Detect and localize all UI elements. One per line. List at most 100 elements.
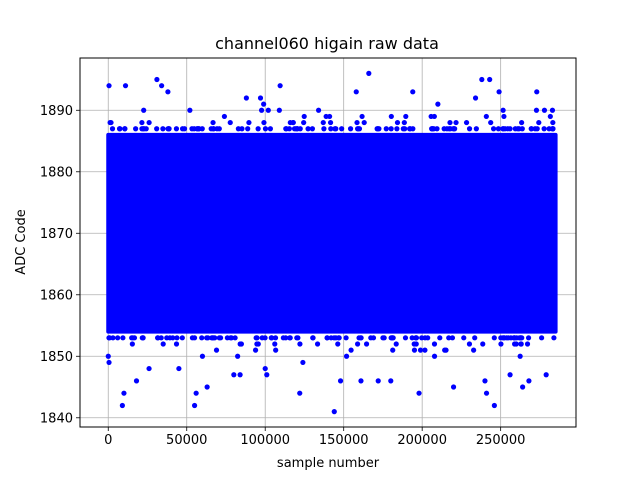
data-point bbox=[431, 113, 437, 120]
data-point bbox=[286, 126, 292, 132]
data-point bbox=[517, 353, 523, 359]
outlier-point bbox=[366, 70, 372, 76]
outlier-point bbox=[375, 378, 381, 384]
data-point bbox=[232, 335, 238, 341]
data-point bbox=[501, 113, 507, 120]
outlier-point bbox=[133, 378, 140, 384]
data-point bbox=[295, 335, 301, 341]
data-point bbox=[164, 335, 170, 341]
data-point bbox=[146, 119, 152, 126]
outlier-point bbox=[331, 409, 337, 415]
outlier-point bbox=[243, 95, 249, 101]
outlier-point bbox=[388, 378, 394, 384]
data-point bbox=[245, 126, 251, 132]
data-point bbox=[224, 335, 230, 341]
data-point bbox=[347, 126, 354, 132]
data-point bbox=[471, 347, 477, 353]
data-point bbox=[551, 335, 557, 341]
outlier-point bbox=[122, 83, 129, 89]
data-point bbox=[390, 347, 396, 353]
data-point bbox=[246, 119, 252, 126]
data-point bbox=[254, 341, 260, 347]
data-point bbox=[370, 335, 377, 341]
data-point bbox=[165, 126, 171, 132]
data-point bbox=[400, 126, 406, 132]
outlier-point bbox=[264, 372, 270, 378]
data-point bbox=[120, 335, 126, 341]
data-point bbox=[321, 126, 327, 132]
data-point bbox=[356, 126, 363, 132]
data-point bbox=[255, 126, 261, 132]
data-point bbox=[437, 335, 443, 341]
data-point bbox=[446, 335, 452, 341]
data-point bbox=[173, 126, 180, 132]
data-point bbox=[309, 126, 316, 132]
data-point bbox=[539, 335, 545, 341]
data-point bbox=[199, 126, 205, 132]
data-point bbox=[441, 126, 447, 132]
data-point bbox=[273, 347, 279, 353]
data-point bbox=[546, 126, 552, 132]
outlier-point bbox=[204, 384, 210, 390]
x-tick-label: 200000 bbox=[397, 433, 447, 448]
data-point bbox=[508, 335, 514, 341]
data-point bbox=[500, 335, 506, 341]
outlier-point bbox=[119, 402, 125, 409]
data-point bbox=[461, 335, 467, 341]
data-point bbox=[237, 341, 243, 347]
data-point bbox=[235, 353, 241, 359]
outlier-point bbox=[276, 107, 282, 113]
data-point bbox=[160, 126, 166, 132]
data-point bbox=[228, 335, 235, 341]
data-point bbox=[507, 126, 513, 132]
data-point bbox=[301, 113, 307, 120]
data-point bbox=[511, 341, 518, 347]
outlier-point bbox=[337, 378, 344, 384]
data-point bbox=[328, 126, 334, 132]
data-point bbox=[466, 126, 473, 132]
data-point bbox=[129, 341, 135, 347]
data-point bbox=[550, 126, 556, 132]
outlier-point bbox=[487, 76, 493, 83]
data-point bbox=[452, 126, 458, 132]
outlier-point bbox=[231, 372, 237, 378]
data-point bbox=[516, 335, 522, 341]
data-point bbox=[502, 126, 508, 132]
outlier-point bbox=[300, 359, 306, 366]
data-point bbox=[181, 126, 188, 132]
data-point bbox=[547, 113, 553, 120]
data-point bbox=[524, 341, 531, 347]
data-point bbox=[235, 126, 241, 132]
data-point bbox=[115, 335, 121, 341]
data-point bbox=[258, 107, 265, 113]
data-point bbox=[139, 335, 145, 341]
outlier-point bbox=[482, 378, 488, 384]
data-point bbox=[528, 126, 534, 132]
y-tick-label: 1870 bbox=[40, 227, 73, 242]
data-point bbox=[483, 113, 489, 120]
data-point bbox=[375, 126, 381, 132]
data-point bbox=[314, 341, 321, 347]
data-point bbox=[383, 126, 389, 132]
data-point bbox=[488, 119, 494, 126]
data-point bbox=[301, 119, 307, 126]
data-point bbox=[141, 107, 147, 113]
data-point bbox=[205, 335, 211, 341]
data-point bbox=[160, 341, 166, 347]
outlier-point bbox=[106, 83, 112, 89]
y-tick-label: 1880 bbox=[40, 165, 73, 180]
outlier-point bbox=[435, 101, 441, 107]
outlier-point bbox=[106, 359, 112, 366]
outlier-point bbox=[534, 89, 540, 95]
data-point bbox=[466, 341, 473, 347]
data-point bbox=[253, 335, 259, 341]
data-point bbox=[425, 335, 431, 341]
data-point bbox=[333, 126, 339, 132]
outlier-point bbox=[450, 384, 457, 390]
data-point bbox=[343, 335, 349, 341]
outlier-point bbox=[472, 95, 479, 101]
data-point bbox=[409, 335, 415, 341]
data-point bbox=[327, 119, 334, 126]
outlier-point bbox=[262, 365, 268, 372]
